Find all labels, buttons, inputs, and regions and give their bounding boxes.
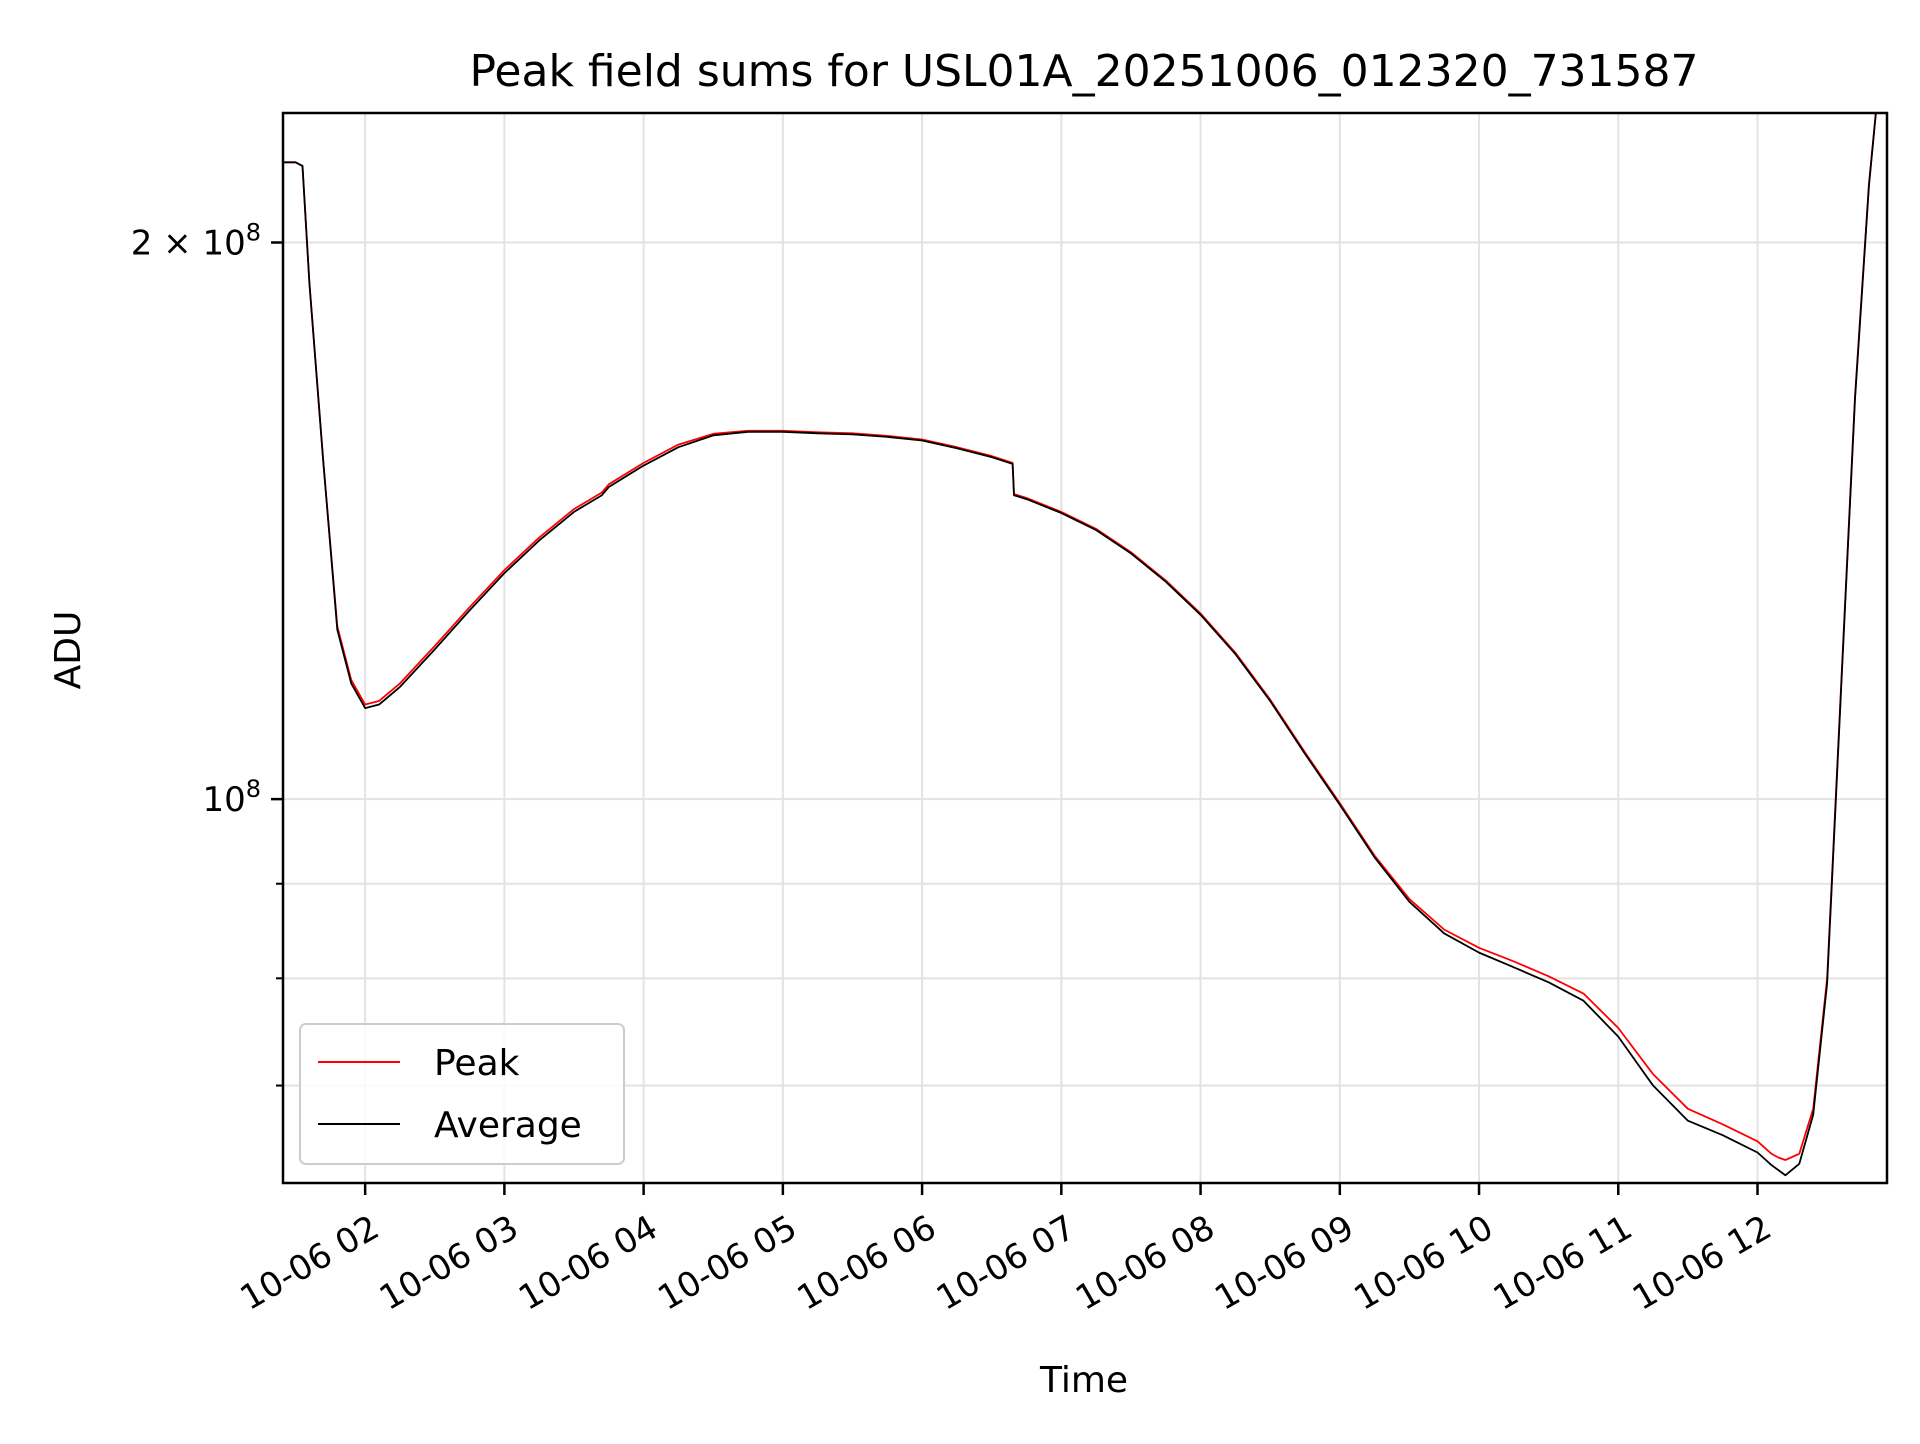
y-tick-label: 108 <box>202 775 261 820</box>
y-tick-exponent: 8 <box>246 219 261 247</box>
y-tick-exponent: 8 <box>246 775 261 803</box>
legend-label-peak: Peak <box>434 1043 520 1084</box>
legend-label-average: Average <box>434 1105 582 1146</box>
chart-title: Peak field sums for USL01A_20251006_0123… <box>469 46 1698 97</box>
legend-box <box>299 1023 625 1165</box>
y-tick-base: 10 <box>202 780 245 820</box>
x-axis-label: Time <box>1039 1360 1128 1401</box>
series-line-average <box>283 113 1887 1177</box>
y-axis-label: ADU <box>48 611 89 690</box>
legend: Peak Average <box>299 1023 625 1165</box>
plot-frame <box>281 111 1889 1185</box>
series-line-peak <box>283 113 1887 1161</box>
series-layer <box>283 113 1887 1177</box>
y-tick-base: 10 <box>202 224 245 264</box>
y-tick-label: 2 × 108 <box>131 219 261 264</box>
y-tick-mantissa: 2 × <box>131 224 203 264</box>
